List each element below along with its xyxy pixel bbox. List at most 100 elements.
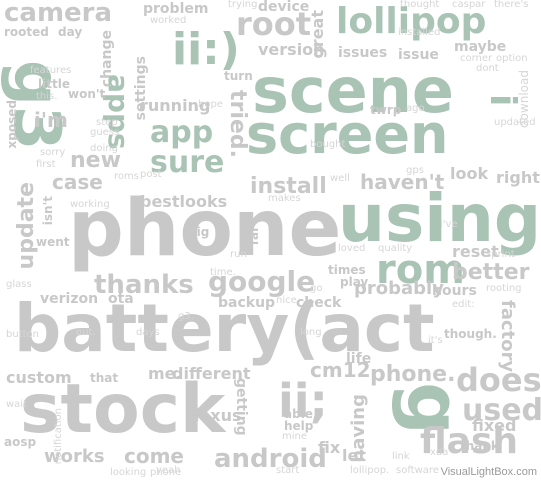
- cloud-word: case: [52, 170, 103, 194]
- cloud-word: fixed: [472, 416, 517, 435]
- cloud-word: let: [342, 446, 366, 465]
- cloud-word: lollipop: [336, 1, 487, 42]
- cloud-word: i: [482, 94, 523, 107]
- cloud-word: g3.: [178, 311, 194, 322]
- cloud-word: run: [230, 249, 247, 260]
- cloud-word: me.: [148, 364, 182, 383]
- cloud-word: worked: [150, 15, 187, 26]
- cloud-word: corner: [460, 53, 493, 64]
- cloud-word: trying: [228, 0, 258, 10]
- cloud-word: twrp: [370, 103, 402, 117]
- cloud-word: help: [284, 419, 314, 433]
- cloud-word: gps: [406, 165, 424, 176]
- cloud-word: life: [346, 351, 372, 367]
- cloud-word: maybe: [454, 39, 507, 55]
- cloud-word: scene: [252, 54, 454, 127]
- cloud-word: updated: [494, 117, 536, 128]
- cloud-word: post: [140, 169, 162, 180]
- cloud-word: apps: [102, 74, 135, 150]
- cloud-word: turn: [224, 69, 253, 83]
- cloud-word: it's: [428, 335, 443, 346]
- cloud-word: caspar: [452, 0, 486, 10]
- cloud-word: roms: [114, 171, 139, 182]
- cloud-word: this.: [36, 91, 58, 102]
- cloud-word: rooted: [4, 25, 49, 39]
- cloud-word: dont: [476, 63, 499, 74]
- cloud-word: google: [208, 265, 316, 298]
- cloud-word: using: [338, 180, 541, 257]
- cloud-word: stock: [20, 370, 226, 449]
- cloud-word: ii;: [278, 374, 328, 428]
- cloud-word: go: [310, 283, 323, 294]
- cloud-word: features: [30, 65, 72, 76]
- watermark-text: VisualLightBox.com: [440, 466, 537, 478]
- cloud-word: loved: [338, 243, 366, 254]
- cloud-word: days: [136, 327, 160, 338]
- cloud-word: mine: [282, 431, 308, 442]
- cloud-word: play: [340, 275, 369, 289]
- cloud-word: looking: [110, 467, 147, 478]
- cloud-word: bought: [310, 139, 346, 150]
- cloud-word: though.: [444, 327, 497, 341]
- cloud-word: tried.: [225, 90, 250, 158]
- cloud-word: haven't: [360, 170, 445, 194]
- cloud-word: used: [462, 393, 541, 428]
- cloud-word: app: [150, 115, 214, 150]
- cloud-word: phone: [68, 184, 342, 274]
- cloud-word: start: [276, 465, 300, 476]
- cloud-word: won't: [68, 87, 106, 101]
- cloud-word: guess: [90, 127, 120, 138]
- cloud-word: installed: [398, 27, 441, 38]
- cloud-word: root: [236, 5, 312, 43]
- cloud-word: notification: [53, 408, 64, 465]
- cloud-word: nice: [276, 295, 297, 306]
- cloud-word: wait: [6, 399, 28, 410]
- cloud-word: rom: [376, 247, 465, 293]
- cloud-word: bestlooks: [140, 192, 228, 211]
- cloud-word: far: [247, 226, 261, 246]
- cloud-word: isn't: [41, 196, 55, 226]
- cloud-word: able: [284, 407, 313, 421]
- cloud-word: i've: [440, 219, 458, 230]
- cloud-word: well: [330, 173, 350, 184]
- cloud-word: thought: [400, 0, 440, 10]
- cloud-word: issues: [338, 45, 388, 61]
- cloud-word: software: [396, 465, 439, 476]
- cloud-word: button: [6, 329, 39, 340]
- cloud-word: day: [58, 25, 83, 39]
- cloud-word: option: [496, 53, 528, 64]
- cloud-word: ota: [108, 291, 134, 307]
- cloud-word: backup: [218, 295, 276, 311]
- cloud-word: sprint: [486, 249, 515, 260]
- cloud-word: update: [14, 182, 39, 270]
- cloud-word: i'm: [34, 108, 68, 132]
- cloud-word: sorry: [40, 147, 66, 158]
- cloud-word: verizon: [40, 291, 99, 307]
- cloud-word: hope: [198, 99, 223, 110]
- cloud-word: makes: [268, 193, 301, 204]
- cloud-word: aosp: [4, 435, 37, 449]
- cloud-word: reset: [452, 242, 499, 261]
- cloud-word: ii:): [172, 24, 240, 75]
- cloud-word: hours: [432, 283, 477, 299]
- cloud-word: screen: [246, 103, 449, 166]
- cloud-word: camera: [4, 0, 113, 28]
- cloud-word: yeah: [156, 465, 181, 476]
- cloud-word: time.: [210, 267, 236, 278]
- cloud-word: look: [450, 164, 489, 183]
- cloud-word: new: [70, 148, 121, 173]
- cloud-word: does: [456, 361, 541, 399]
- cloud-word: version: [258, 40, 325, 59]
- cloud-word: probably: [354, 278, 444, 299]
- cloud-word: there's: [494, 0, 529, 10]
- cloud-word: fix: [318, 438, 341, 457]
- cloud-word: link: [392, 451, 410, 462]
- cloud-word: thank: [460, 439, 499, 453]
- cloud-word: xda: [430, 447, 449, 458]
- cloud-word: first: [36, 159, 56, 170]
- cloud-word: working: [70, 199, 110, 210]
- cloud-word: running: [140, 96, 211, 115]
- cloud-word: rooting: [486, 283, 522, 294]
- cloud-word: step: [96, 117, 118, 128]
- cloud-word: device: [258, 0, 310, 15]
